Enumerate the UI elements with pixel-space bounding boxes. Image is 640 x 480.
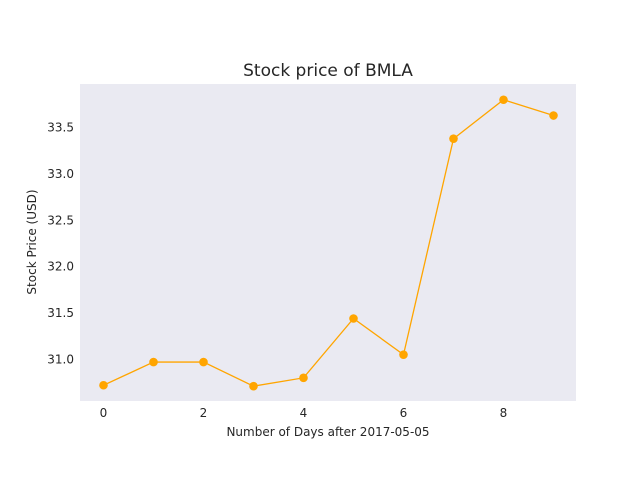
y-tick-label: 31.5 xyxy=(47,306,74,320)
data-point xyxy=(449,134,458,143)
data-point xyxy=(549,111,558,120)
y-tick-label: 33.5 xyxy=(47,121,74,135)
data-point xyxy=(249,381,258,391)
series-group xyxy=(99,95,558,391)
data-point xyxy=(399,350,408,359)
y-axis-label: Stock Price (USD) xyxy=(25,189,39,294)
x-tick-label: 8 xyxy=(500,406,508,420)
chart-title: Stock price of BMLA xyxy=(243,61,413,81)
x-axis-label: Number of Days after 2017-05-05 xyxy=(226,425,429,439)
data-point xyxy=(499,95,508,105)
y-tick-label: 31.0 xyxy=(47,352,74,366)
data-point xyxy=(199,357,208,367)
data-point xyxy=(99,380,108,390)
series-line xyxy=(103,99,554,387)
x-tick-label: 2 xyxy=(200,406,208,420)
y-axis-ticks: 31.0 31.5 32.0 32.5 33.0 33.5 xyxy=(47,121,74,367)
plot-area xyxy=(80,84,576,401)
x-axis-ticks: 0 2 4 6 8 xyxy=(100,406,508,420)
y-tick-label: 32.5 xyxy=(47,213,74,227)
x-tick-label: 0 xyxy=(100,406,108,420)
y-tick-label: 33.0 xyxy=(47,167,74,181)
x-tick-label: 6 xyxy=(400,406,408,420)
data-point xyxy=(299,373,308,383)
data-point xyxy=(149,357,158,367)
data-point xyxy=(349,314,358,323)
x-tick-label: 4 xyxy=(300,406,308,420)
y-tick-label: 32.0 xyxy=(47,260,74,274)
